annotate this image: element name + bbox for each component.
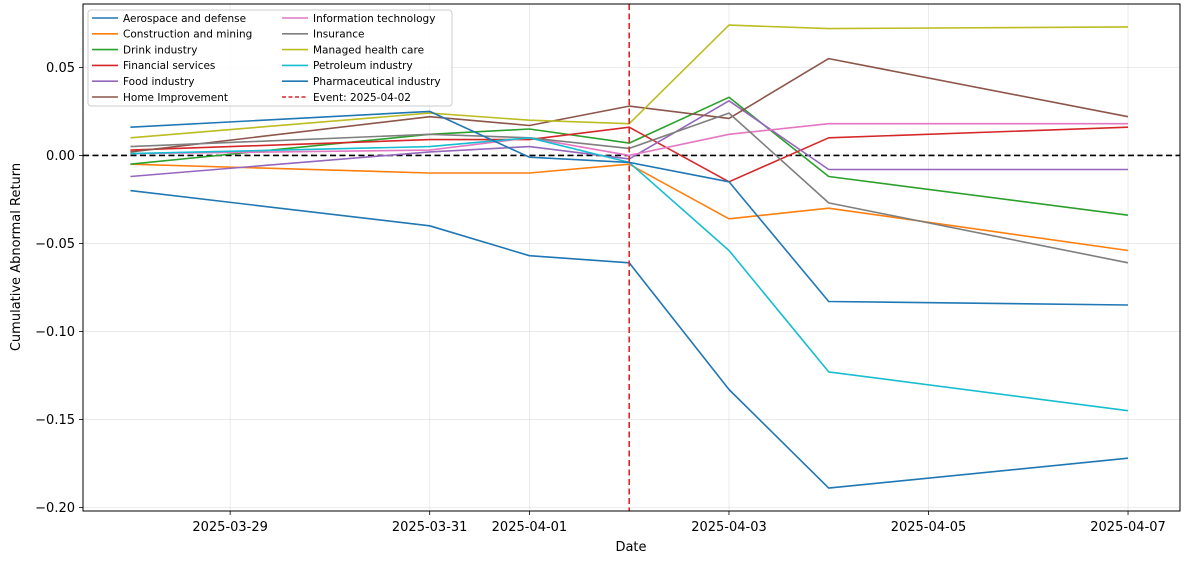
y-tick-label: 0.00: [46, 149, 75, 164]
legend-label: Food industry: [123, 76, 195, 88]
legend-label: Pharmaceutical industry: [313, 76, 441, 88]
series-line: [130, 163, 1129, 252]
x-axis-label: Date: [615, 540, 646, 555]
legend-label: Construction and mining: [123, 29, 252, 41]
legend-label: Insurance: [313, 29, 365, 41]
x-tick-label: 2025-03-31: [392, 520, 468, 535]
x-tick-label: 2025-04-01: [492, 520, 568, 535]
y-tick-label: −0.20: [35, 501, 75, 516]
legend-label: Petroleum industry: [313, 60, 413, 72]
series-line: [130, 57, 1129, 153]
plot-frame: [82, 3, 1181, 512]
legend-label: Aerospace and defense: [123, 13, 246, 25]
y-axis-ticks: 0.05 0.00 −0.05 −0.10 −0.15 −0.20: [35, 61, 83, 516]
legend-label: Managed health care: [313, 44, 424, 56]
legend: Aerospace and defense Construction and mi…: [87, 9, 453, 107]
y-axis-label: Cumulative Abnormal Return: [9, 163, 24, 351]
x-tick-label: 2025-04-05: [891, 520, 967, 535]
y-tick-label: −0.05: [35, 237, 75, 252]
legend-label: Drink industry: [123, 44, 197, 56]
series-lines: [130, 4, 1129, 511]
y-tick-label: 0.05: [46, 61, 75, 76]
legend-label: Home Improvement: [123, 92, 228, 104]
x-axis-ticks: 2025-03-29 2025-03-31 2025-04-01 2025-04-03…: [192, 511, 1166, 535]
x-tick-label: 2025-03-29: [192, 520, 268, 535]
legend-label: Event: 2025-04-02: [313, 92, 411, 104]
legend-box: [87, 9, 453, 107]
series-line: [130, 126, 1129, 183]
legend-label: Financial services: [123, 60, 215, 72]
x-tick-label: 2025-04-07: [1090, 520, 1166, 535]
x-tick-label: 2025-04-03: [691, 520, 767, 535]
y-tick-label: −0.10: [35, 325, 75, 340]
series-line: [130, 122, 1128, 157]
legend-label: Information technology: [313, 13, 435, 25]
series-line: [130, 110, 1129, 306]
y-tick-label: −0.15: [35, 413, 75, 428]
